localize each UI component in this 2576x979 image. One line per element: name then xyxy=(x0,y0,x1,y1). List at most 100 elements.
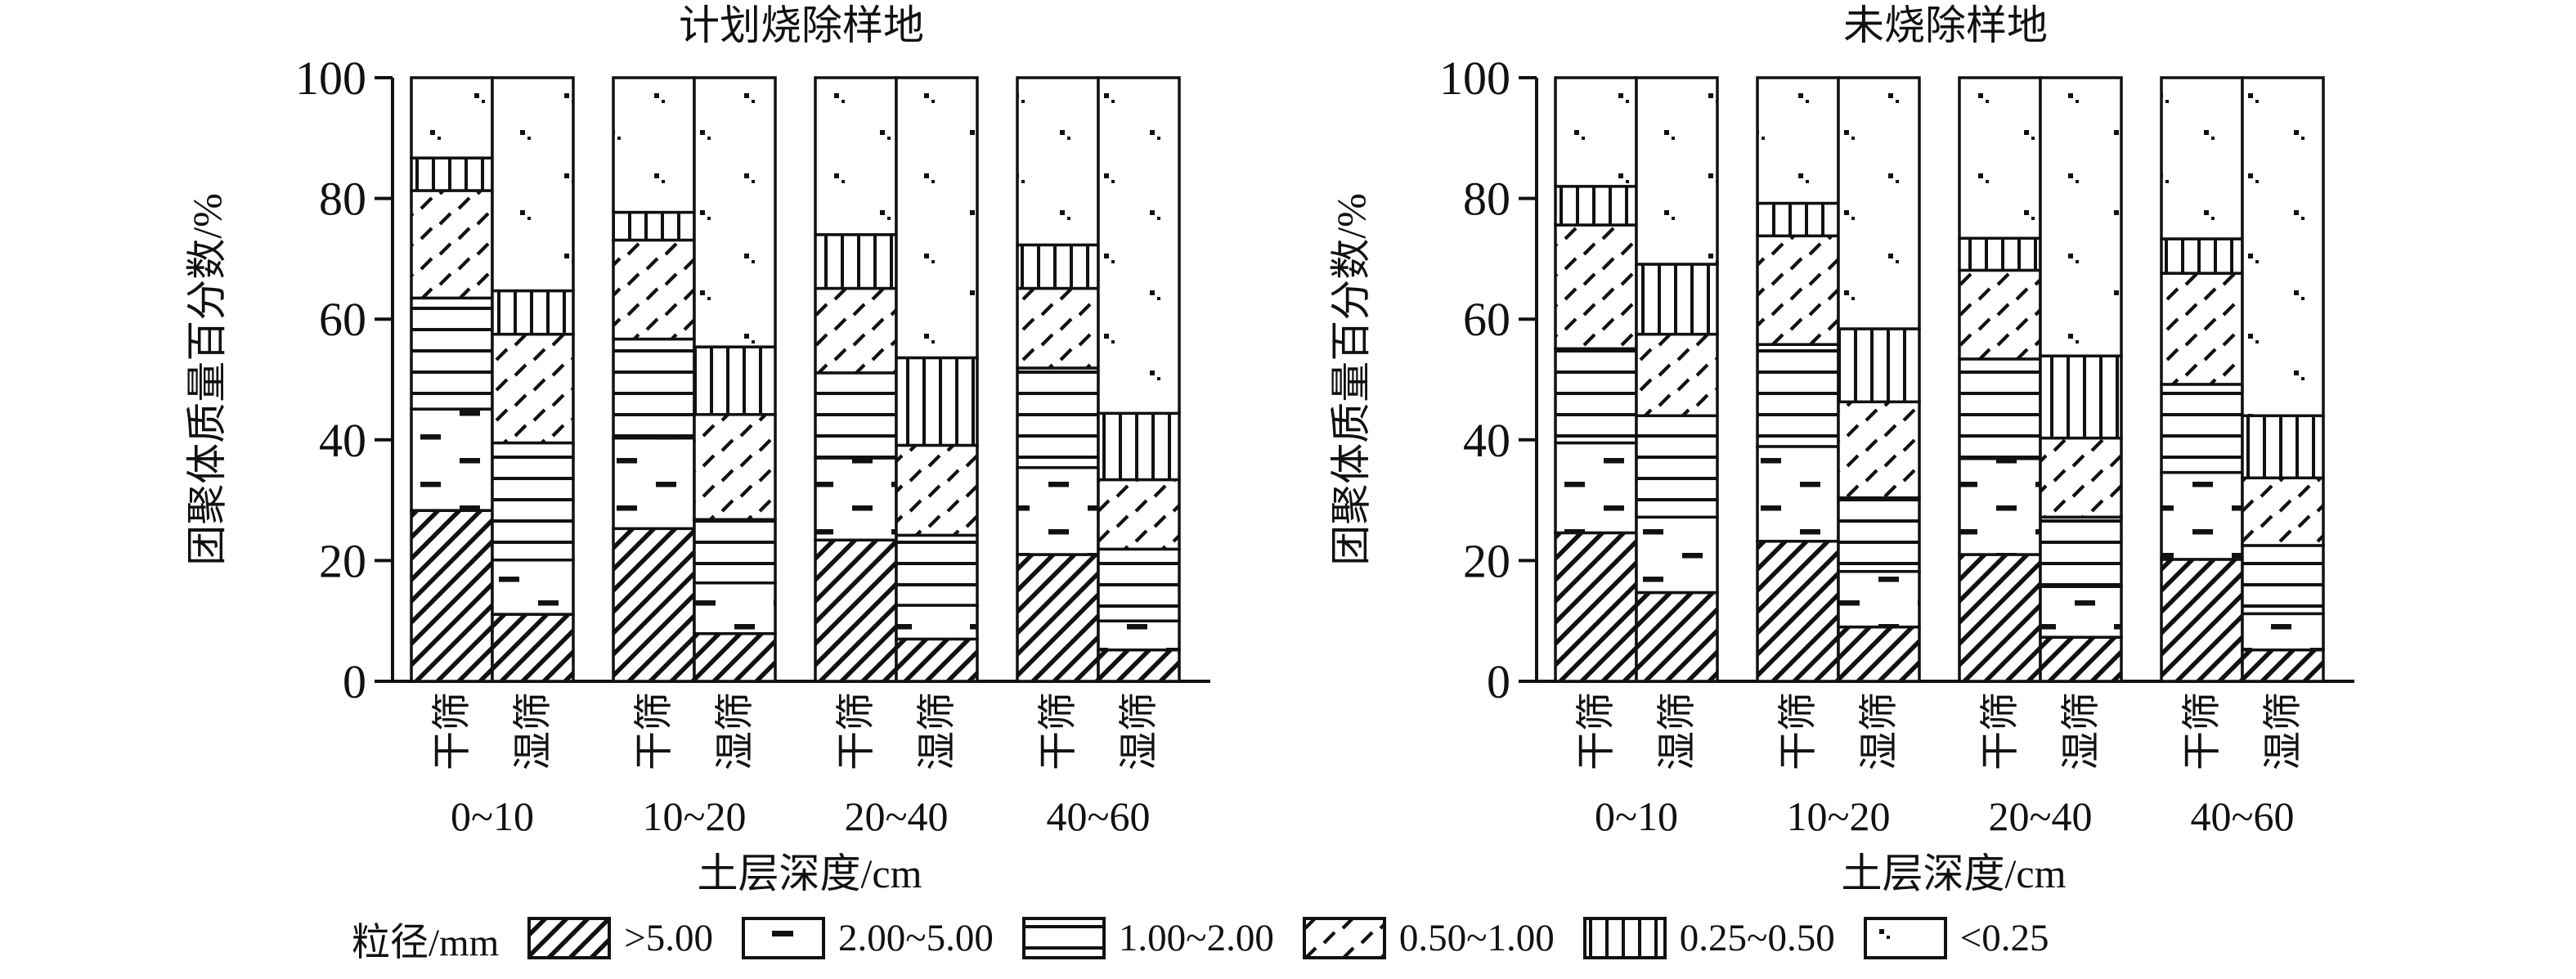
legend-label: >5.00 xyxy=(624,917,713,959)
bar-segment->5.00 xyxy=(1635,591,1719,683)
bar-segment->5.00 xyxy=(1097,648,1181,683)
bar-segment-0.50~1.00 xyxy=(1635,332,1719,418)
bar-segment-2.00~5.00 xyxy=(1554,441,1638,535)
bar-segment-0.25~0.50 xyxy=(612,210,696,242)
panel-title: 未烧除样地 xyxy=(1843,2,2048,48)
bar-segment-0.25~0.50 xyxy=(2160,237,2244,275)
legend-label: 0.50~1.00 xyxy=(1398,917,1555,959)
bar-segment->5.00 xyxy=(814,538,898,683)
bar-segment-0.50~1.00 xyxy=(693,413,777,521)
bar-segment-2.00~5.00 xyxy=(1097,619,1181,652)
bar-segment->5.00 xyxy=(410,509,494,683)
x-tick-label-sieve: 湿筛 xyxy=(1858,692,1901,770)
x-group-label-depth: 10~20 xyxy=(1786,793,1890,839)
x-axis-title: 土层深度/cm xyxy=(698,851,922,896)
bar-segment-1.00~2.00 xyxy=(1554,347,1638,445)
x-tick-label-sieve: 干筛 xyxy=(1979,692,2022,770)
bar-segment-0.25~0.50 xyxy=(410,156,494,192)
y-tick-label: 60 xyxy=(319,293,366,346)
bar-segment-1.00~2.00 xyxy=(491,441,575,562)
legend-item-2.00~5.00: 2.00~5.00 xyxy=(741,916,994,960)
bar-40~60-湿筛 xyxy=(2241,76,2325,683)
bar-segment->5.00 xyxy=(491,613,575,683)
bar-segment-2.00~5.00 xyxy=(895,604,979,641)
legend-swatch-sparse-dash xyxy=(741,917,825,959)
bar-segment-0.50~1.00 xyxy=(1097,478,1181,551)
x-tick-label-sieve: 干筛 xyxy=(1037,692,1080,770)
bar-segment-2.00~5.00 xyxy=(1837,569,1921,629)
legend-swatch-horizontal-lines xyxy=(1021,917,1106,959)
bar-segment-2.00~5.00 xyxy=(1635,515,1719,595)
bar-segment-0.25~0.50 xyxy=(491,289,575,336)
bar-segment-0.25~0.50 xyxy=(1837,327,1921,404)
bar-segment-0.25~0.50 xyxy=(1635,263,1719,336)
bar-segment-<0.25 xyxy=(1097,76,1181,415)
x-tick-label-sieve: 干筛 xyxy=(835,692,878,770)
bar-segment->5.00 xyxy=(1837,625,1921,683)
bar-10~20-干筛 xyxy=(612,76,696,683)
y-tick-label: 100 xyxy=(1439,52,1510,105)
legend-item->5.00: >5.00 xyxy=(527,916,713,960)
bar-0~10-干筛 xyxy=(1554,76,1638,683)
bar-segment-1.00~2.00 xyxy=(2160,383,2244,474)
y-tick-label: 20 xyxy=(319,534,366,587)
bar-0~10-湿筛 xyxy=(1635,76,1719,683)
bar-segment-<0.25 xyxy=(1554,76,1638,188)
bar-segment-1.00~2.00 xyxy=(612,337,696,440)
bar-segment-2.00~5.00 xyxy=(2241,612,2325,652)
bar-segment-<0.25 xyxy=(612,76,696,214)
bar-segment-1.00~2.00 xyxy=(1635,414,1719,519)
legend-title: 粒径/mm xyxy=(352,921,500,964)
bar-segment-2.00~5.00 xyxy=(1016,465,1100,556)
bar-segment-2.00~5.00 xyxy=(410,407,494,512)
bar-40~60-干筛 xyxy=(1016,76,1100,683)
bar-segment-2.00~5.00 xyxy=(693,581,777,635)
bar-segment-1.00~2.00 xyxy=(1016,366,1100,469)
bar-segment-1.00~2.00 xyxy=(1097,547,1181,622)
legend-label: 1.00~2.00 xyxy=(1118,917,1274,959)
bar-segment-0.50~1.00 xyxy=(2039,436,2123,519)
bar-segment-2.00~5.00 xyxy=(612,436,696,531)
bar-segment-0.50~1.00 xyxy=(814,286,898,375)
bar-segment->5.00 xyxy=(1554,531,1638,683)
legend-swatch-dots xyxy=(1863,917,1947,959)
legend-label: 2.00~5.00 xyxy=(837,917,994,959)
bar-segment->5.00 xyxy=(1016,553,1100,683)
bar-40~60-湿筛 xyxy=(1097,76,1181,683)
bar-segment-2.00~5.00 xyxy=(814,456,898,542)
bar-0~10-干筛 xyxy=(410,76,494,683)
legend-item-1.00~2.00: 1.00~2.00 xyxy=(1021,916,1274,960)
bar-10~20-湿筛 xyxy=(1837,76,1921,683)
swatch-fill xyxy=(1021,917,1106,959)
y-tick-label: 40 xyxy=(319,414,366,467)
legend-label: 0.25~0.50 xyxy=(1679,917,1835,959)
bar-segment-1.00~2.00 xyxy=(693,518,777,585)
bar-segment-1.00~2.00 xyxy=(1958,357,2042,460)
bar-10~20-湿筛 xyxy=(693,76,777,683)
y-tick-label: 40 xyxy=(1463,414,1510,467)
bar-segment-1.00~2.00 xyxy=(814,371,898,460)
y-tick-label: 80 xyxy=(1463,173,1510,226)
x-tick-label-sieve: 湿筛 xyxy=(1118,692,1161,770)
y-tick-label: 0 xyxy=(343,655,366,708)
bar-segment-<0.25 xyxy=(1635,76,1719,266)
legend-label: <0.25 xyxy=(1959,917,2049,959)
swatch-fill xyxy=(1302,917,1386,959)
bar-segment-0.50~1.00 xyxy=(410,189,494,300)
bar-40~60-干筛 xyxy=(2160,76,2244,683)
bar-segment->5.00 xyxy=(2160,558,2244,683)
x-tick-label-sieve: 干筛 xyxy=(1575,692,1618,770)
swatch-dash xyxy=(771,931,793,936)
bar-segment-<0.25 xyxy=(1837,76,1921,330)
bar-segment->5.00 xyxy=(2241,648,2325,683)
x-axis-title: 土层深度/cm xyxy=(1842,851,2067,896)
bar-segment->5.00 xyxy=(895,637,979,683)
x-tick-label-sieve: 干筛 xyxy=(1777,692,1820,770)
legend-swatch-diagonal-dashes xyxy=(1302,917,1386,959)
bar-segment-1.00~2.00 xyxy=(2241,544,2325,616)
bar-segment-<0.25 xyxy=(693,76,777,348)
bar-segment-<0.25 xyxy=(1756,76,1840,205)
bar-segment-<0.25 xyxy=(1016,76,1100,247)
bar-20~40-干筛 xyxy=(814,76,898,683)
